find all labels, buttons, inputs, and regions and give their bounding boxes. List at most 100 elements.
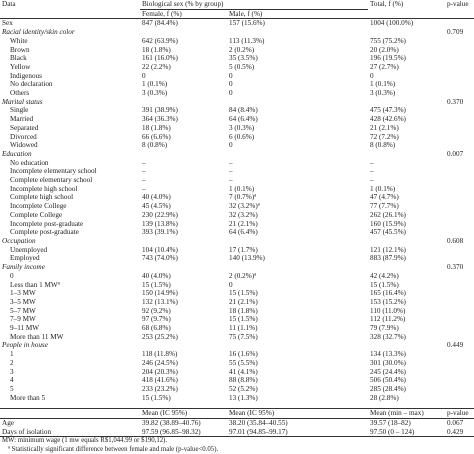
table-row: Incomplete post-graduate 139 (13.8%) 21 (2… bbox=[0, 220, 474, 229]
cell-male: 0 bbox=[229, 80, 233, 89]
cell-male: 13 (1.3%) bbox=[229, 393, 258, 402]
table-row: Complete post-graduate 393 (39.1%) 64 (6.4… bbox=[0, 228, 474, 237]
table-row: No education – – – bbox=[0, 159, 474, 168]
table-row: 1–3 MW 150 (14.9%) 15 (1.5%) 165 (16.4%) bbox=[0, 289, 474, 298]
cell-p-value bbox=[445, 124, 474, 133]
row-label: Widowed bbox=[10, 141, 38, 150]
cell-female: 150 (14.9%) bbox=[142, 289, 178, 298]
cell-female: 66 (6.6%) bbox=[142, 132, 171, 141]
cell-male: – bbox=[229, 167, 233, 176]
table-row: Others 3 (0.3%) 0 3 (0.3%) bbox=[0, 89, 474, 98]
cell-female: – bbox=[142, 184, 146, 193]
cell-p-value: 0.370 bbox=[447, 263, 464, 272]
cell-p-value bbox=[445, 89, 474, 98]
row-label: Incomplete post-graduate bbox=[10, 219, 84, 228]
cell-female: 118 (11.8%) bbox=[142, 350, 178, 359]
cell-male: 0 bbox=[229, 71, 233, 80]
cell-p-value bbox=[445, 376, 474, 385]
cell-total: – bbox=[370, 176, 374, 185]
cell-total: 110 (11.0%) bbox=[370, 306, 406, 315]
cell-male: 55 (5.5%) bbox=[229, 358, 258, 367]
cell-p-value: 0.608 bbox=[447, 236, 464, 245]
table-row: Less than 1 MWª 15 (1.5%) 0 15 (1.5%) bbox=[0, 281, 474, 290]
cell-p-value bbox=[445, 193, 474, 202]
cell-total: 883 (87.9%) bbox=[370, 254, 406, 263]
cell-female: 22 (2.2%) bbox=[142, 62, 171, 71]
table-row: Widowed 8 (0.8%) 0 8 (0.8%) bbox=[0, 141, 474, 150]
table-row: Complete College 230 (22.9%) 32 (3.2%) 262 … bbox=[0, 211, 474, 220]
section-label: Occupation bbox=[2, 236, 36, 245]
cell-female: 230 (22.9%) bbox=[142, 210, 178, 219]
cell-total: 39.57 (18–82) bbox=[370, 419, 411, 428]
row-label: Age bbox=[2, 419, 14, 428]
cell-p-value bbox=[445, 115, 474, 124]
table-row: Unemployed 104 (10.4%) 17 (1.7%) 121 (12.1%… bbox=[0, 246, 474, 255]
row-label: Separated bbox=[10, 123, 39, 132]
cell-female: 391 (38.9%) bbox=[142, 106, 178, 115]
cell-total: 8 (0.8%) bbox=[370, 141, 396, 150]
cell-total: 285 (28.4%) bbox=[370, 384, 406, 393]
cell-male: 35 (3.5%) bbox=[229, 54, 258, 63]
header-biological-sex: Biological sex (% by group) bbox=[140, 0, 369, 10]
cell-p-value bbox=[445, 37, 474, 46]
cell-female: 104 (10.4%) bbox=[142, 245, 178, 254]
cell-total: – bbox=[370, 158, 374, 167]
header-p-value: p-value bbox=[447, 0, 469, 9]
row-label: 3–5 MW bbox=[10, 297, 36, 306]
cell-p-value bbox=[445, 228, 474, 237]
row-label: Incomplete College bbox=[10, 202, 67, 211]
table-row: 5–7 MW 92 (9.2%) 18 (1.8%) 110 (11.0%) bbox=[0, 307, 474, 316]
row-label: 4 bbox=[10, 376, 14, 385]
cell-total: 112 (11.2%) bbox=[370, 315, 406, 324]
table-row: Employed 743 (74.0%) 140 (13.9%) 883 (87.9%… bbox=[0, 254, 474, 263]
cell-p-value bbox=[445, 106, 474, 115]
table-row: Brown 18 (1.8%) 2 (0.2%) 20 (2.0%) bbox=[0, 46, 474, 55]
table-row: Divorced 66 (6.6%) 6 (0.6%) 72 (7.2%) bbox=[0, 133, 474, 142]
cell-total: 20 (2.0%) bbox=[370, 45, 399, 54]
cell-total: 457 (45.5%) bbox=[370, 228, 406, 237]
cell-male: 113 (11.3%) bbox=[229, 36, 265, 45]
mean-row: Age 39.82 (38.89–40.76) 38.20 (35.84–40.55… bbox=[0, 419, 474, 428]
cell-total bbox=[368, 341, 445, 350]
table-row: 1 118 (11.8%) 16 (1.6%) 134 (13.3%) bbox=[0, 350, 474, 359]
cell-female: 642 (63.9%) bbox=[142, 36, 178, 45]
section-label: Education bbox=[2, 149, 32, 158]
mean-header-female: Mean (IC 95%) bbox=[140, 408, 227, 420]
table-row: White 642 (63.9%) 113 (11.3%) 755 (75.2%) bbox=[0, 37, 474, 46]
row-label: 5 bbox=[10, 384, 14, 393]
cell-male: 21 (2.1%) bbox=[229, 297, 258, 306]
cell-female: 40 (4.0%) bbox=[142, 193, 171, 202]
cell-total: 0 bbox=[370, 71, 374, 80]
cell-male: 64 (6.4%) bbox=[229, 115, 258, 124]
header-total: Total, f (%) bbox=[370, 0, 404, 9]
cell-total: 47 (4.7%) bbox=[370, 193, 399, 202]
cell-female: 68 (6.8%) bbox=[142, 324, 171, 333]
cell-male: 52 (5.2%) bbox=[229, 384, 258, 393]
cell-female bbox=[140, 263, 227, 272]
cell-female: 847 (84.4%) bbox=[142, 19, 178, 28]
cell-male: 17 (1.7%) bbox=[229, 245, 258, 254]
cell-male: 2 (0.2%) bbox=[229, 45, 255, 54]
row-label: White bbox=[10, 36, 28, 45]
cell-male: 6 (0.6%) bbox=[229, 132, 255, 141]
cell-male: 97.01 (94.85–99.17) bbox=[227, 427, 369, 438]
cell-male: 7 (0.7%)ª bbox=[229, 193, 257, 202]
cell-male: 157 (15.6%) bbox=[229, 19, 265, 28]
cell-p-value bbox=[445, 272, 474, 281]
cell-total: 77 (7.7%) bbox=[370, 202, 399, 211]
cell-total: 428 (42.6%) bbox=[370, 115, 406, 124]
cell-total: 134 (13.3%) bbox=[370, 350, 406, 359]
cell-male: 88 (8.8%) bbox=[229, 376, 258, 385]
cell-female bbox=[140, 237, 227, 246]
cell-total: 160 (15.9%) bbox=[370, 219, 406, 228]
cell-male: 15 (1.5%) bbox=[229, 289, 258, 298]
section-label: Family income bbox=[2, 263, 45, 272]
row-label: 7–9 MW bbox=[10, 315, 36, 324]
cell-p-value bbox=[445, 368, 474, 377]
row-label: Employed bbox=[10, 254, 40, 263]
cell-total: 28 (2.8%) bbox=[370, 393, 399, 402]
table-row: Yellow 22 (2.2%) 5 (0.5%) 27 (2.7%) bbox=[0, 63, 474, 72]
table-row: More than 5 15 (1.5%) 13 (1.3%) 28 (2.8%) bbox=[0, 394, 474, 403]
cell-male: 41 (4.1%) bbox=[229, 367, 258, 376]
cell-p-value bbox=[445, 394, 474, 403]
